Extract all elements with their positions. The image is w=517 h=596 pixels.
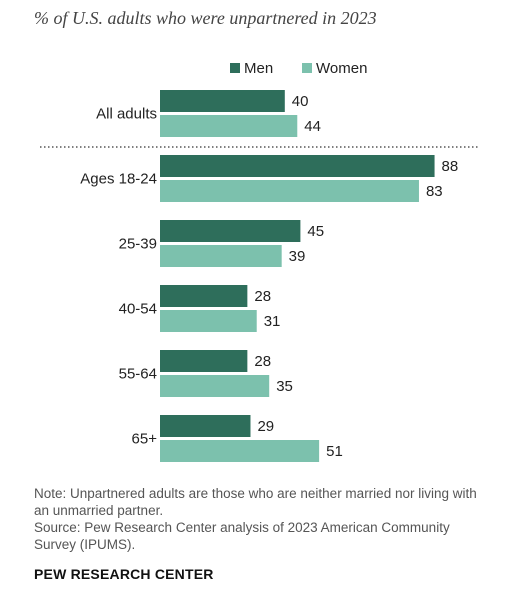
data-label-men: 88 (442, 158, 459, 175)
category-label: Ages 18-24 (80, 171, 157, 188)
bar-men (160, 415, 251, 437)
bar-men (160, 90, 285, 112)
data-label-women: 39 (289, 248, 306, 265)
brand-label: PEW RESEARCH CENTER (34, 566, 214, 582)
bar-men (160, 220, 301, 242)
bar-men (160, 285, 248, 307)
data-label-men: 28 (254, 288, 271, 305)
bar-chart: Men Women All adults 40 44 Ages 18-24 88 83 25-3… (40, 60, 480, 462)
legend-label-men: Men (244, 60, 273, 77)
data-label-men: 28 (254, 353, 271, 370)
chart-subtitle: % of U.S. adults who were unpartnered in… (34, 8, 377, 28)
data-label-men: 45 (307, 223, 324, 240)
bar-women (160, 115, 298, 137)
data-label-women: 44 (304, 118, 321, 135)
bar-women (160, 180, 419, 202)
data-label-men: 40 (292, 93, 309, 110)
category-label: 40-54 (119, 301, 157, 318)
legend-swatch-men (230, 63, 240, 73)
category-label: 25-39 (119, 236, 157, 253)
data-label-women: 83 (426, 183, 443, 200)
chart-source: Source: Pew Research Center analysis of … (34, 520, 450, 552)
bar-men (160, 350, 248, 372)
bar-men (160, 155, 435, 177)
chart-note: Note: Unpartnered adults are those who a… (34, 486, 477, 518)
category-label: All adults (96, 106, 157, 123)
category-label: 65+ (132, 431, 158, 448)
data-label-men: 29 (257, 418, 274, 435)
data-label-women: 31 (264, 313, 281, 330)
category-label: 55-64 (119, 366, 157, 383)
bar-women (160, 310, 257, 332)
legend-label-women: Women (316, 60, 367, 77)
legend-swatch-women (302, 63, 312, 73)
bar-women (160, 440, 320, 462)
data-label-women: 35 (276, 378, 293, 395)
bar-women (160, 245, 282, 267)
bar-women (160, 375, 270, 397)
data-label-women: 51 (326, 443, 343, 460)
